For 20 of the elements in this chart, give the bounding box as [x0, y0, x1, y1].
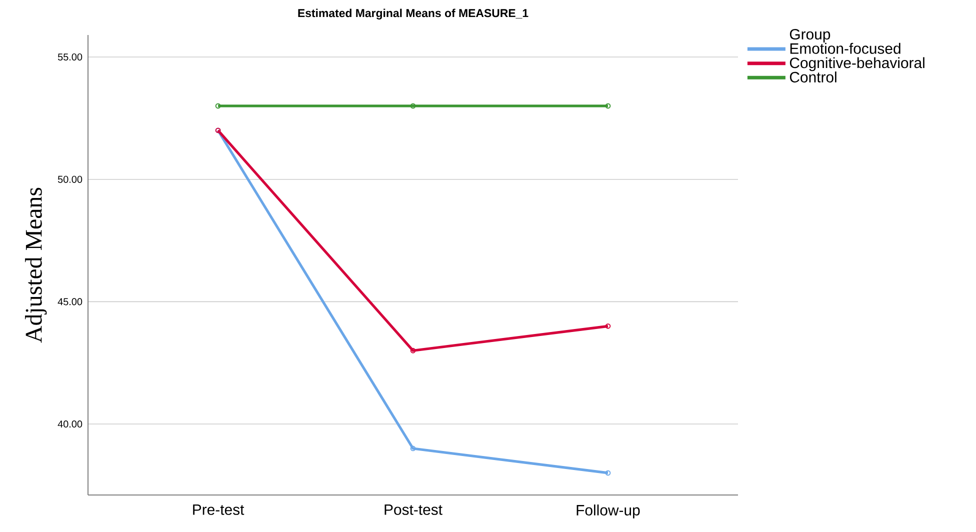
y-tick-label: 40.00	[58, 420, 82, 428]
legend-label: Emotion-focused	[790, 42, 900, 54]
y-tick-label: 50.00	[58, 176, 82, 183]
point	[215, 103, 221, 109]
legend-label: Cognitive-behavioral	[790, 57, 924, 72]
legend-title: Group	[790, 28, 830, 43]
legend-label: Control	[790, 72, 836, 82]
point	[410, 103, 416, 109]
y-tick-label: 55.00	[58, 53, 82, 61]
point	[605, 470, 611, 476]
chart-title: Estimated Marginal Means of MEASURE_1	[298, 8, 528, 20]
x-tick-label: Post-test	[384, 504, 442, 515]
y-tick-label: 45.00	[58, 298, 82, 306]
x-tick-label: Pre-test	[193, 504, 244, 515]
x-tick-label: Follow-up	[576, 504, 640, 518]
point	[605, 103, 611, 109]
point	[605, 323, 611, 329]
y-axis-title: Adjusted Means	[25, 188, 47, 343]
point	[410, 446, 416, 452]
point	[410, 348, 416, 354]
